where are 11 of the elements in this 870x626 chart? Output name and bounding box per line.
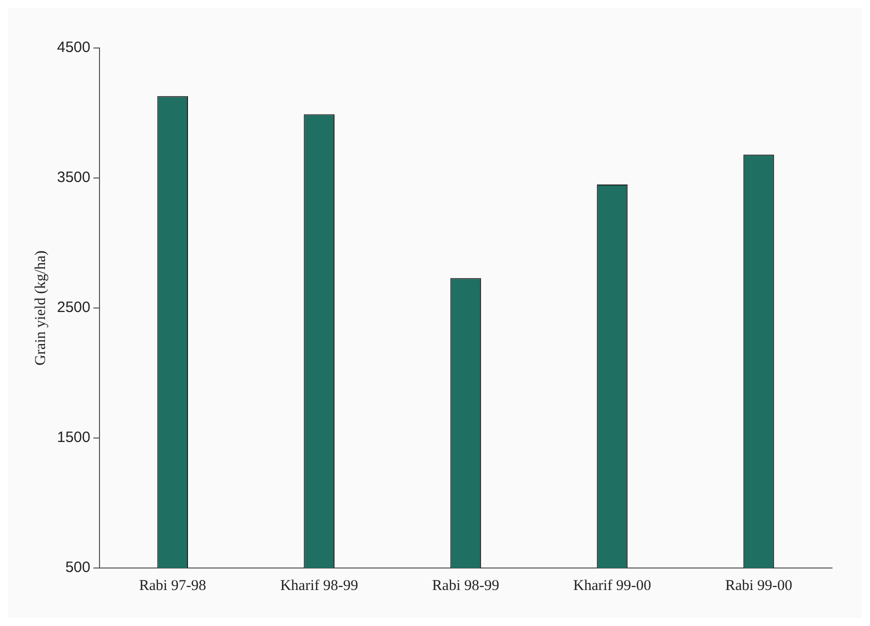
y-tick-label: 1500 [56, 429, 90, 446]
x-tick-label: Rabi 99-00 [725, 578, 792, 594]
y-tick-label: 3500 [56, 169, 90, 186]
x-tick-label: Kharif 99-00 [573, 578, 652, 594]
y-tick-label: 500 [65, 559, 90, 576]
y-tick-label: 4500 [56, 39, 90, 56]
x-tick-label: Rabi 98-99 [432, 578, 500, 594]
y-tick-label: 2500 [56, 299, 90, 316]
x-tick-label: Rabi 97-98 [139, 578, 206, 594]
y-axis-title: Grain yield (kg/ha) [32, 250, 49, 366]
x-tick-label: Kharif 98-99 [280, 578, 358, 594]
